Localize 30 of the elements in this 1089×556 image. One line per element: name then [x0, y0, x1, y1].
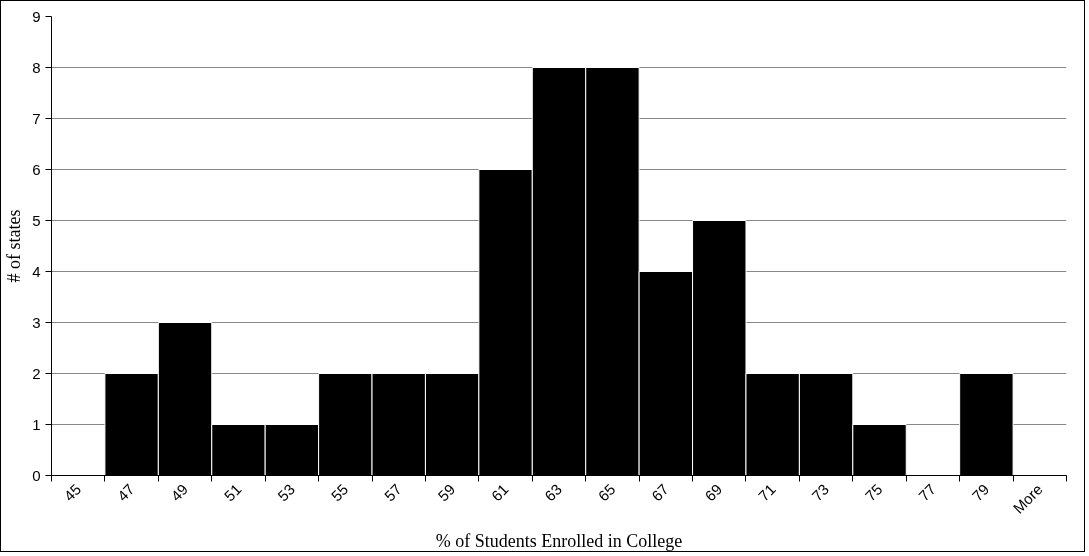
- y-tick-label: 8: [32, 58, 41, 76]
- x-tick-label: 59: [434, 480, 459, 505]
- y-axis-title: # of states: [4, 209, 25, 283]
- x-tick-label: 49: [167, 480, 192, 505]
- y-tick-label: 2: [32, 364, 41, 382]
- x-tick-label: 61: [487, 480, 512, 505]
- x-tick-label: 79: [968, 480, 993, 505]
- y-tick-label: 6: [32, 160, 41, 178]
- y-tick-label: 1: [32, 415, 41, 433]
- x-tick-label: 45: [60, 480, 85, 505]
- y-tick-label: 4: [32, 262, 41, 280]
- x-tick-label: 67: [648, 480, 672, 505]
- y-tick-label: 7: [32, 109, 41, 127]
- y-tick-label: 9: [32, 7, 41, 25]
- x-tick-label: 73: [808, 480, 833, 505]
- x-tick-label: 75: [861, 480, 886, 505]
- x-tick-label: 63: [541, 480, 566, 505]
- x-tick-label: 69: [701, 480, 726, 505]
- x-tick-label: 51: [220, 480, 245, 505]
- x-tick-label: 57: [380, 480, 405, 505]
- y-tick-label: 5: [32, 211, 41, 229]
- x-axis-title: % of Students Enrolled in College: [435, 530, 683, 551]
- x-tick-label: 77: [915, 480, 939, 505]
- x-tick-label: 47: [113, 480, 138, 505]
- x-tick-label: 55: [327, 480, 352, 505]
- y-tick-label: 3: [32, 313, 41, 331]
- x-tick-label: 71: [754, 480, 779, 505]
- x-tick-label: 53: [274, 480, 298, 505]
- y-tick-label: 0: [32, 466, 41, 484]
- x-tick-label: 65: [594, 480, 619, 505]
